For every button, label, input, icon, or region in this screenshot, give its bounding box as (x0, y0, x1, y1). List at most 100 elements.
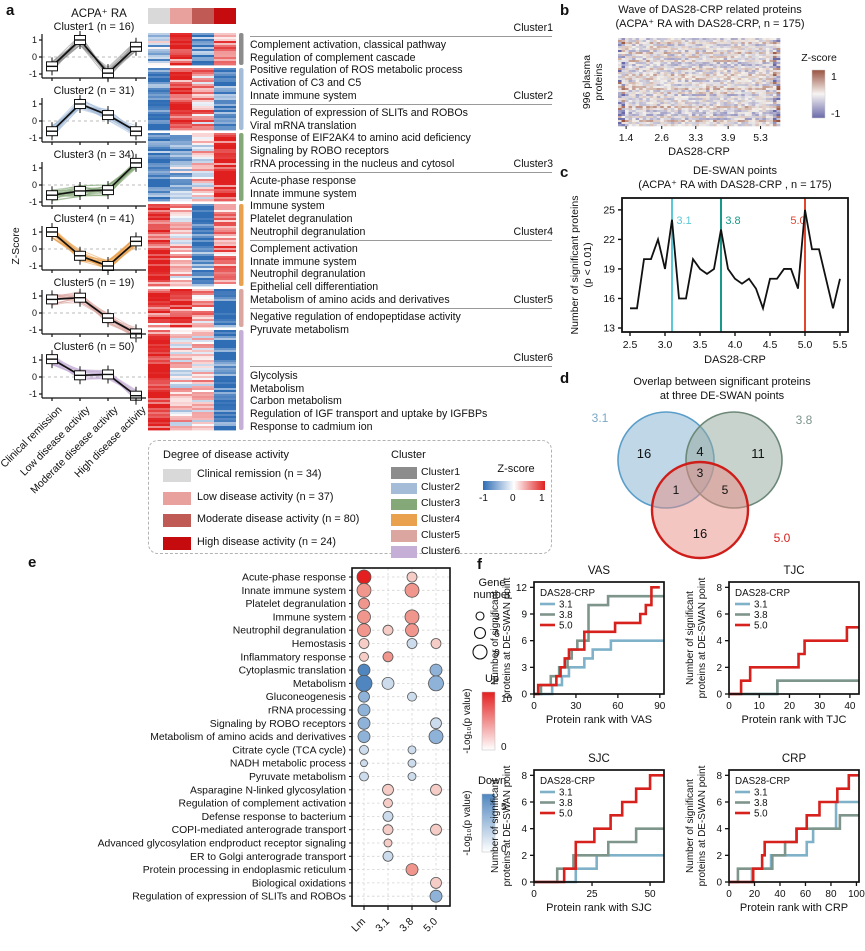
zscore-legend-title: Z-score (497, 463, 535, 475)
svg-text:Gluconeogenesis: Gluconeogenesis (266, 692, 346, 703)
svg-text:proteins at DE-SWAN point: proteins at DE-SWAN point (502, 577, 513, 698)
svg-text:9: 9 (494, 647, 500, 659)
svg-text:Protein rank with VAS: Protein rank with VAS (546, 714, 652, 726)
svg-text:3: 3 (494, 611, 500, 623)
svg-text:3.8: 3.8 (754, 610, 768, 621)
svg-text:(ACPA⁺ RA with DAS28-CRP, n =: (ACPA⁺ RA with DAS28-CRP, n = 175) (615, 18, 804, 30)
svg-text:Innate immune system: Innate immune system (241, 586, 346, 597)
svg-text:6: 6 (494, 628, 500, 640)
pathway-label: Carbon metabolism (250, 395, 342, 408)
svg-text:SJC: SJC (588, 753, 610, 765)
svg-text:5: 5 (722, 483, 729, 497)
cluster-lineplot-3: Cluster3 (n = 34) 1 0 -1 (29, 149, 146, 209)
pathway-label: Innate immune system (250, 187, 357, 200)
pathway-separator (250, 366, 552, 368)
svg-text:Advanced glycosylation endprod: Advanced glycosylation endproduct recept… (98, 839, 347, 850)
svg-text:DAS28-CRP: DAS28-CRP (735, 776, 790, 787)
svg-text:Up: Up (485, 673, 499, 685)
pathway-label: Activation of C3 and C5 (250, 77, 362, 90)
svg-text:-1: -1 (29, 197, 37, 207)
svg-text:Regulation of complement activ: Regulation of complement activation (179, 799, 347, 810)
svg-text:5.0: 5.0 (559, 809, 573, 820)
svg-text:12: 12 (516, 583, 528, 594)
pathway-label: Innate immune system (250, 89, 357, 102)
svg-text:0: 0 (716, 878, 722, 889)
cluster-heading: Cluster2 (513, 89, 553, 102)
svg-text:-1: -1 (29, 261, 37, 271)
activity-legend-item: High disease activity (n = 24) (197, 535, 336, 548)
svg-text:at three DE-SWAN points: at three DE-SWAN points (660, 390, 785, 402)
pathway-label: Response to cadmium ion (250, 420, 373, 433)
svg-text:10: 10 (501, 694, 513, 705)
svg-text:Overlap between significant pr: Overlap between significant proteins (633, 376, 811, 388)
pathway-label: Complement activation (250, 243, 358, 255)
svg-text:3.9: 3.9 (721, 132, 736, 144)
cluster-heading: Cluster6 (513, 352, 553, 364)
zscore-gradient (483, 481, 545, 490)
pathway-label: Epithelial cell differentiation (250, 281, 379, 294)
svg-text:-1: -1 (831, 108, 840, 120)
svg-text:Number of significant proteins: Number of significant proteins (569, 196, 581, 335)
cluster-swatch (391, 546, 417, 558)
svg-text:3.0: 3.0 (658, 339, 673, 351)
svg-text:5.0: 5.0 (559, 621, 573, 632)
svg-text:3.5: 3.5 (693, 339, 708, 351)
svg-text:8: 8 (716, 771, 722, 782)
svg-text:0: 0 (726, 889, 732, 900)
svg-text:Platelet degranulation: Platelet degranulation (245, 599, 346, 610)
cluster-swatch (391, 530, 417, 542)
svg-text:ER to Golgi anterograde transp: ER to Golgi anterograde transport (190, 852, 346, 863)
panel-c-label: c (560, 164, 569, 181)
cluster-legend-title: Cluster (391, 449, 426, 461)
pathway-label: Metabolism of amino acids and derivative… (250, 293, 450, 306)
svg-text:11: 11 (751, 446, 765, 461)
cluster-lineplot-4: Cluster4 (n = 41) 1 0 -1 (29, 213, 146, 275)
svg-text:Citrate cycle (TCA cycle): Citrate cycle (TCA cycle) (232, 745, 346, 756)
svg-text:(p < 0.01): (p < 0.01) (582, 242, 594, 287)
panel-b-label: b (560, 2, 570, 19)
svg-text:Protein rank with CRP: Protein rank with CRP (740, 902, 848, 914)
pathway-label: Signaling by ROBO receptors (250, 145, 389, 158)
svg-text:-1: -1 (29, 69, 37, 79)
svg-text:4: 4 (521, 824, 527, 835)
svg-text:996 plasma: 996 plasma (581, 55, 593, 109)
svg-text:50: 50 (645, 889, 657, 900)
svg-text:Immune system: Immune system (273, 612, 346, 623)
cluster-legend-item: Cluster1 (421, 465, 461, 478)
svg-text:DAS28-CRP: DAS28-CRP (704, 354, 766, 366)
panel-a-ylabel: Z-Score (10, 227, 22, 265)
pathway-label: Platelet degranulation (250, 213, 353, 226)
svg-text:Lm: Lm (349, 915, 368, 934)
svg-text:Down: Down (478, 775, 506, 787)
svg-text:6: 6 (716, 798, 722, 809)
svg-text:1: 1 (32, 291, 37, 301)
svg-text:5.0: 5.0 (754, 809, 768, 820)
svg-text:-Log₁₀(p value): -Log₁₀(p value) (462, 790, 473, 855)
svg-text:Cytoplasmic translation: Cytoplasmic translation (239, 666, 347, 677)
svg-text:5.3: 5.3 (753, 132, 768, 144)
svg-text:20: 20 (784, 701, 796, 712)
svg-text:5.0: 5.0 (754, 621, 768, 632)
svg-text:Asparagine N-linked glycosylat: Asparagine N-linked glycosylation (190, 785, 346, 796)
svg-text:Metabolism of amino acids and: Metabolism of amino acids and derivative… (150, 732, 346, 743)
svg-text:20: 20 (749, 889, 761, 900)
activity-swatch (163, 469, 191, 482)
svg-text:3.8: 3.8 (796, 413, 813, 427)
svg-text:5: 5 (501, 802, 507, 813)
activity-legend-item: Low disease activity (n = 37) (197, 490, 334, 503)
svg-text:3.1: 3.1 (559, 788, 573, 799)
svg-text:1: 1 (673, 483, 680, 497)
svg-text:0: 0 (521, 690, 527, 701)
svg-text:90: 90 (654, 701, 666, 712)
svg-text:0: 0 (501, 742, 507, 753)
cluster-lineplot-1: Cluster1 (n = 16) 1 0 -1 (29, 21, 146, 83)
svg-text:number: number (473, 589, 511, 601)
svg-text:100: 100 (848, 889, 865, 900)
cluster-lineplot-5: Cluster5 (n = 19) 1 0 -1 (29, 277, 146, 343)
svg-text:10: 10 (754, 701, 766, 712)
svg-text:CRP: CRP (782, 753, 807, 765)
svg-text:Cluster2 (n = 31): Cluster2 (n = 31) (54, 85, 135, 97)
svg-text:(ACPA⁺ RA with DAS28-CRP , n =: (ACPA⁺ RA with DAS28-CRP , n = 175) (638, 179, 831, 191)
panel-c-deswan-chart: DE-SWAN points (ACPA⁺ RA with DAS28-CRP ,… (569, 165, 849, 366)
svg-text:60: 60 (800, 889, 812, 900)
